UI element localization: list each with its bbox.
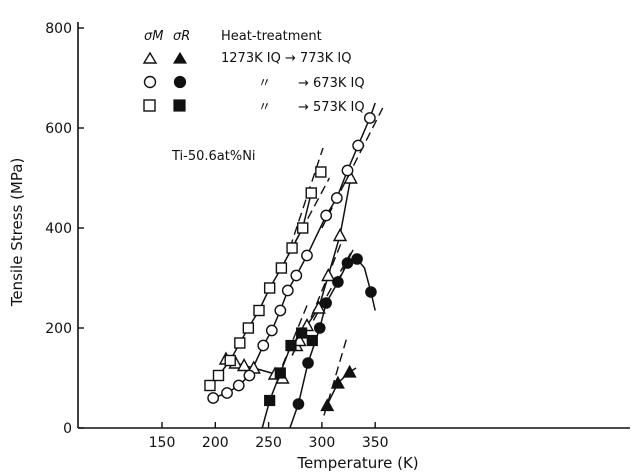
legend-triangle-open (142, 51, 158, 64)
square-open-point-1 (212, 369, 225, 382)
triangle-filled-point-2 (342, 364, 357, 378)
circle-open-point-10 (320, 209, 333, 222)
y-tick-label-0: 0 (63, 421, 72, 437)
circle-open-point-12 (341, 164, 354, 177)
y-tick-label-200: 200 (45, 321, 72, 337)
legend-row-2-treatment: → 673K IQ (298, 76, 365, 91)
circle-filled-point-7 (365, 286, 377, 298)
x-tick-label-150: 150 (149, 435, 176, 451)
y-tick-label-600: 600 (45, 121, 72, 137)
legend-triangle-filled (172, 51, 188, 64)
y-axis-label: Tensile Stress (MPa) (8, 158, 26, 308)
square-open-point-4 (242, 322, 255, 334)
x-tick-label-350: 350 (362, 435, 389, 451)
dash-square-filled (281, 305, 308, 366)
legend-row-3-ditto: 〃 (258, 100, 271, 115)
circle-open-point-8 (290, 269, 303, 282)
triangle-open-point-11 (332, 228, 348, 242)
square-open-point-8 (286, 242, 298, 254)
dash-square-open-2 (289, 147, 324, 249)
square-open-point-10 (305, 187, 317, 199)
x-ticks: 150 200 250 300 350 (149, 422, 389, 451)
dash-circle-open (321, 107, 384, 229)
y-ticks: 0 200 400 600 800 (45, 21, 84, 437)
square-open-point-5 (253, 304, 265, 317)
circle-open-point-7 (281, 284, 294, 297)
square-open-point-7 (275, 262, 288, 274)
circle-filled-point-0 (292, 398, 305, 410)
circle-filled-point-3 (320, 297, 332, 309)
legend-square-open (143, 99, 156, 112)
square-open-point-11 (315, 166, 327, 178)
circle-filled-point-6 (351, 253, 363, 265)
square-filled-point-0 (264, 394, 276, 407)
legend-header-filled: σR (173, 29, 190, 44)
circle-open-point-0 (207, 392, 220, 404)
circle-filled-point-2 (313, 322, 326, 334)
legend-row-1-treatment: 1273K IQ → 773K IQ (221, 51, 352, 66)
data-markers (204, 112, 377, 412)
square-open-point-2 (224, 354, 236, 367)
legend-row-2-ditto: 〃 (258, 76, 271, 91)
square-filled-point-1 (274, 367, 286, 379)
legend-header-open: σM (144, 29, 163, 44)
y-tick-label-400: 400 (45, 221, 72, 237)
triangle-open-point-2 (236, 358, 252, 372)
triangle-open-point-10 (321, 268, 336, 282)
dash-triangle-open (305, 237, 344, 331)
triangle-filled-point-0 (320, 398, 335, 412)
circle-open-point-6 (274, 304, 287, 317)
circle-open-point-9 (301, 249, 313, 262)
square-open-point-6 (263, 282, 276, 294)
axes (77, 22, 630, 429)
triangle-open-point-9 (311, 300, 326, 314)
circle-filled-point-4 (332, 276, 344, 288)
legend: σM σR Heat-treatment 1273K IQ → 773K IQ … (142, 29, 365, 115)
circle-open-point-2 (232, 379, 245, 392)
circle-filled-point-5 (341, 257, 354, 269)
x-axis-label: Temperature (K) (296, 454, 418, 472)
y-tick-label-800: 800 (45, 21, 72, 37)
x-tick-label-250: 250 (255, 435, 282, 451)
circle-open-point-3 (243, 369, 256, 382)
square-filled-point-2 (285, 339, 297, 352)
triangle-open-point-12 (343, 170, 358, 184)
x-tick-label-200: 200 (202, 435, 229, 451)
circle-open-point-4 (257, 339, 270, 352)
x-tick-label-300: 300 (309, 435, 336, 451)
alloy-annotation: Ti-50.6at%Ni (171, 149, 256, 164)
curve-circle-open (212, 102, 376, 399)
legend-header-treatment: Heat-treatment (221, 29, 322, 44)
circle-open-point-11 (330, 192, 343, 204)
circle-open-point-5 (265, 324, 278, 337)
triangle-filled-point-1 (330, 375, 345, 389)
legend-circle-filled (173, 75, 187, 89)
circle-open-point-13 (352, 139, 365, 152)
legend-square-filled (173, 99, 186, 112)
square-open-point-3 (234, 337, 246, 349)
circle-filled-point-1 (302, 357, 314, 369)
square-open-point-9 (297, 222, 309, 234)
legend-row-3-treatment: → 573K IQ (298, 100, 365, 115)
square-filled-point-4 (306, 334, 318, 347)
circle-open-point-1 (221, 387, 233, 399)
square-filled-point-3 (296, 327, 308, 339)
circle-open-point-14 (363, 112, 376, 124)
legend-circle-open (143, 75, 157, 89)
square-open-point-0 (204, 379, 216, 392)
